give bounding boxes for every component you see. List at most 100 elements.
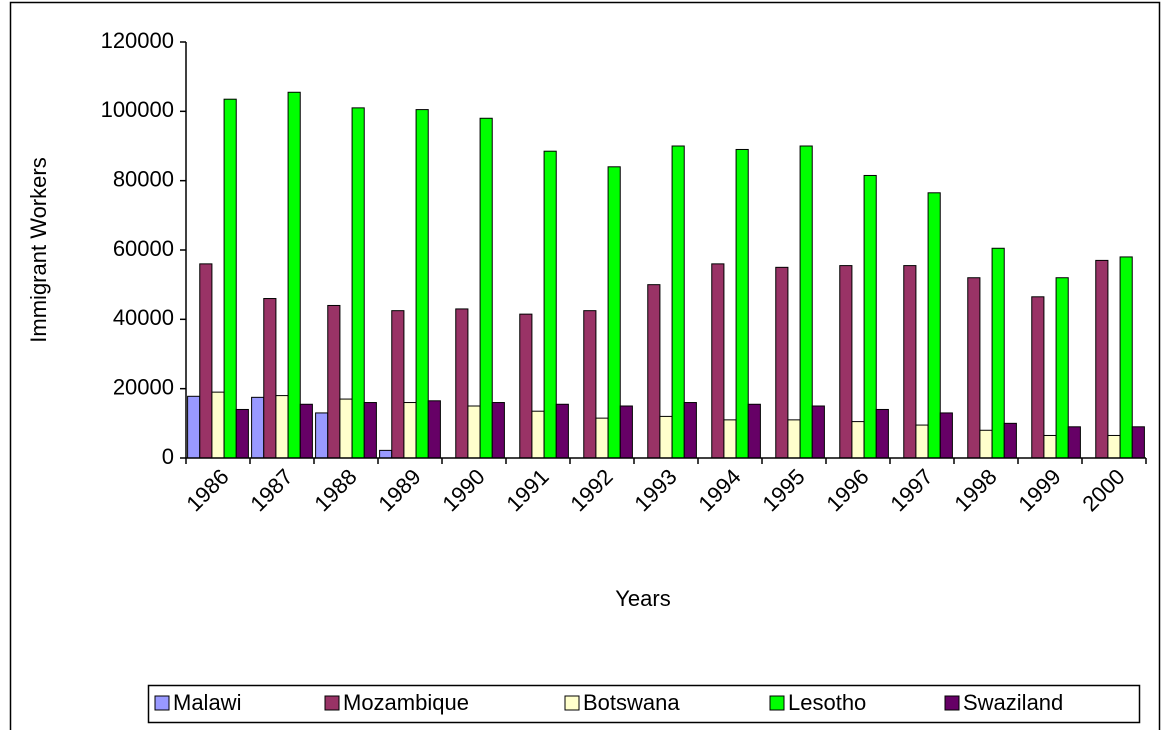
x-tick-label: 1989	[373, 464, 425, 516]
bar	[915, 424, 929, 459]
bar	[939, 412, 953, 459]
bar	[327, 304, 341, 459]
bar	[875, 408, 889, 459]
bar	[619, 405, 633, 459]
legend-label: Botswana	[583, 690, 680, 715]
bar	[787, 419, 801, 459]
bar	[467, 405, 481, 459]
bar	[811, 405, 825, 459]
y-tick-label: 100000	[101, 97, 174, 122]
y-tick-label: 20000	[113, 374, 174, 399]
y-tick-label: 40000	[113, 305, 174, 330]
x-tick-label: 1990	[437, 464, 489, 516]
bar	[799, 145, 813, 459]
bar	[287, 91, 301, 459]
bar	[427, 400, 441, 459]
bar	[391, 310, 405, 459]
bar	[531, 410, 545, 459]
bar	[595, 417, 609, 459]
bar	[903, 265, 917, 459]
bar	[775, 266, 789, 459]
bar	[671, 145, 685, 459]
bar	[275, 395, 289, 459]
bar	[491, 402, 505, 459]
bar	[723, 419, 737, 459]
bar	[543, 150, 557, 459]
legend-box	[147, 684, 1141, 724]
bar	[1067, 426, 1081, 459]
bar	[351, 107, 365, 459]
x-tick-label: 1988	[309, 464, 361, 516]
bar	[839, 265, 853, 459]
bar	[251, 396, 265, 459]
bar	[967, 277, 981, 459]
x-tick-label: 1998	[949, 464, 1001, 516]
bar	[519, 313, 533, 459]
chart-frame	[9, 1, 1161, 730]
legend-label: Lesotho	[788, 690, 866, 715]
bar	[315, 412, 329, 459]
bar	[659, 415, 673, 459]
x-tick-label: 1997	[885, 464, 937, 516]
bar	[379, 449, 393, 459]
x-tick-label: 1991	[501, 464, 553, 516]
x-tick-label: 2000	[1077, 464, 1129, 516]
bar	[747, 403, 761, 459]
legend-swatch	[769, 695, 785, 711]
bar	[199, 263, 213, 459]
y-tick-label: 0	[162, 444, 174, 469]
bar	[1095, 259, 1109, 459]
bar	[711, 263, 725, 459]
bar	[1031, 296, 1045, 459]
bar	[1119, 256, 1133, 459]
bar	[1003, 422, 1017, 459]
bar	[211, 391, 225, 459]
bar	[979, 429, 993, 459]
legend-swatch	[154, 695, 170, 711]
legend-label: Swaziland	[963, 690, 1063, 715]
legend-swatch	[324, 695, 340, 711]
bar	[647, 284, 661, 459]
legend-label: Malawi	[173, 690, 241, 715]
bar	[187, 395, 201, 459]
bar	[927, 192, 941, 459]
bar	[1107, 434, 1121, 459]
bar	[1055, 277, 1069, 459]
bar	[1131, 426, 1145, 459]
bar	[583, 310, 597, 459]
x-tick-label: 1999	[1013, 464, 1065, 516]
x-tick-label: 1994	[693, 464, 745, 516]
bar	[735, 148, 749, 459]
x-tick-label: 1995	[757, 464, 809, 516]
bar	[863, 174, 877, 459]
bar	[339, 398, 353, 459]
x-axis-title: Years	[615, 586, 670, 611]
bar	[363, 402, 377, 459]
x-tick-label: 1987	[245, 464, 297, 516]
bar	[455, 308, 469, 459]
x-tick-label: 1992	[565, 464, 617, 516]
bar	[415, 109, 429, 459]
bar	[223, 98, 237, 459]
bar	[403, 402, 417, 459]
bar	[683, 402, 697, 459]
bar	[235, 408, 249, 459]
bar	[263, 298, 277, 459]
x-tick-label: 1986	[181, 464, 233, 516]
legend-swatch	[944, 695, 960, 711]
y-tick-label: 60000	[113, 236, 174, 261]
bar	[1043, 434, 1057, 459]
bar	[555, 403, 569, 459]
bar	[299, 403, 313, 459]
bar	[851, 421, 865, 459]
bar	[991, 247, 1005, 459]
bar	[479, 117, 493, 459]
legend-swatch	[564, 695, 580, 711]
bar	[607, 166, 621, 459]
y-tick-label: 80000	[113, 166, 174, 191]
x-tick-label: 1993	[629, 464, 681, 516]
legend-label: Mozambique	[343, 690, 469, 715]
y-axis-title: Immigrant Workers	[26, 157, 51, 342]
y-tick-label: 120000	[101, 28, 174, 53]
